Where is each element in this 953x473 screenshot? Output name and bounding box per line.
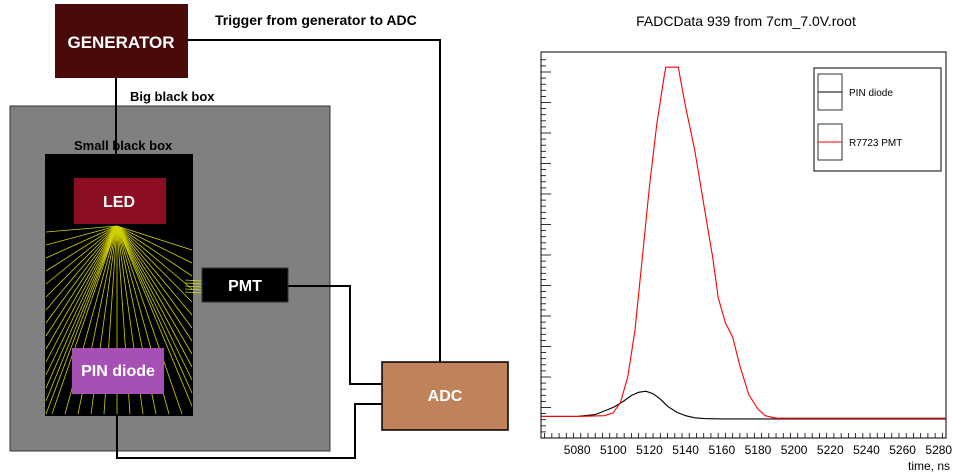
light-ray bbox=[184, 279, 203, 282]
light-ray bbox=[45, 225, 118, 233]
light-ray bbox=[45, 225, 118, 324]
light-ray bbox=[184, 285, 203, 288]
led-label: LED bbox=[103, 194, 135, 211]
light-ray bbox=[116, 225, 193, 368]
chart-title: FADCData 939 from 7cm_7.0V.root bbox=[636, 13, 856, 29]
wire-pin-to-adc bbox=[116, 403, 382, 459]
light-ray bbox=[116, 225, 193, 355]
pin-diode-box bbox=[72, 348, 164, 394]
adc-box bbox=[381, 361, 509, 431]
series-layer bbox=[541, 66, 946, 420]
light-ray bbox=[116, 225, 193, 329]
x-tick-label: 5120 bbox=[636, 443, 663, 457]
y-axis-ticks bbox=[541, 59, 551, 439]
x-axis-ticks bbox=[544, 433, 943, 438]
light-ray bbox=[116, 225, 193, 407]
light-ray bbox=[45, 225, 118, 337]
legend-label-pmt: R7723 PMT bbox=[849, 138, 902, 149]
series-line-r7723-pmt bbox=[541, 66, 946, 419]
x-axis-tick-labels: 5080 5100 5120 5140 5160 5180 5200 5220 5240 5260… bbox=[564, 443, 953, 457]
x-tick-label: 5260 bbox=[889, 443, 916, 457]
small-box-label: Small black box bbox=[74, 138, 173, 153]
big-box-label: Big black box bbox=[130, 89, 215, 104]
light-rays bbox=[45, 225, 203, 415]
light-ray bbox=[116, 225, 193, 342]
generator-box bbox=[55, 4, 188, 78]
setup-diagram: GENERATOR Trigger from generator to ADC … bbox=[9, 4, 509, 459]
pmt-label: PMT bbox=[228, 278, 262, 295]
legend-box bbox=[813, 67, 942, 172]
led-box bbox=[74, 178, 166, 224]
light-ray bbox=[51, 225, 118, 415]
light-ray bbox=[116, 225, 193, 264]
light-ray bbox=[45, 225, 118, 363]
adc-label: ADC bbox=[428, 388, 463, 405]
light-ray bbox=[116, 225, 193, 394]
trigger-label: Trigger from generator to ADC bbox=[215, 12, 417, 28]
x-tick-label: 5180 bbox=[745, 443, 772, 457]
light-ray bbox=[45, 225, 118, 389]
light-ray bbox=[45, 225, 118, 311]
wire-pmt-to-adc bbox=[288, 285, 382, 385]
pin-diode-label: PIN diode bbox=[81, 363, 155, 380]
x-tick-label: 5080 bbox=[564, 443, 591, 457]
light-ray bbox=[184, 282, 203, 285]
light-ray bbox=[116, 225, 193, 381]
wire-trigger bbox=[188, 39, 441, 362]
light-ray bbox=[45, 225, 118, 376]
x-tick-label: 5140 bbox=[672, 443, 699, 457]
chart: FADCData 939 from 7cm_7.0V.root 5080 5100… bbox=[540, 13, 953, 473]
wiring bbox=[115, 39, 441, 459]
x-tick-label: 5280 bbox=[925, 443, 952, 457]
light-ray bbox=[45, 225, 118, 246]
light-ray bbox=[45, 225, 118, 272]
series-line-pin-diode bbox=[541, 390, 946, 420]
light-ray bbox=[45, 225, 118, 402]
light-ray bbox=[45, 225, 118, 350]
legend-label-pin: PIN diode bbox=[849, 88, 893, 99]
legend: PIN diode R7723 PMT bbox=[813, 67, 942, 172]
light-ray bbox=[45, 225, 118, 259]
light-ray bbox=[184, 288, 203, 291]
light-ray bbox=[116, 225, 193, 316]
light-ray bbox=[184, 291, 203, 294]
light-ray bbox=[45, 225, 118, 298]
generator-label: GENERATOR bbox=[67, 33, 174, 52]
pmt-box bbox=[201, 267, 289, 303]
light-ray bbox=[45, 225, 118, 415]
light-ray bbox=[116, 225, 193, 251]
light-ray bbox=[45, 225, 118, 285]
light-ray bbox=[116, 225, 193, 277]
light-ray bbox=[116, 225, 183, 415]
x-tick-label: 5100 bbox=[600, 443, 627, 457]
light-ray bbox=[116, 225, 193, 303]
x-tick-label: 5160 bbox=[708, 443, 735, 457]
x-axis-label: time, ns bbox=[908, 459, 950, 473]
light-ray bbox=[116, 225, 193, 290]
x-tick-label: 5240 bbox=[853, 443, 880, 457]
x-tick-label: 5200 bbox=[781, 443, 808, 457]
x-tick-label: 5220 bbox=[817, 443, 844, 457]
